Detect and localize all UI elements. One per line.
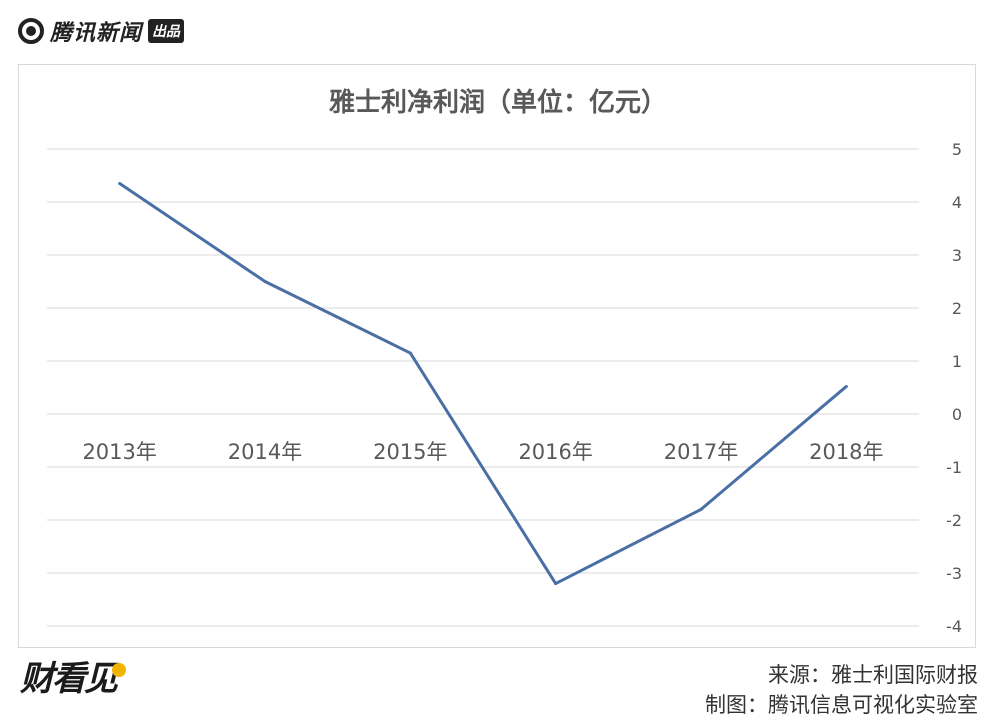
data-point (118, 181, 122, 185)
tencent-news-logo-icon (18, 18, 44, 44)
y-tick-label: -3 (946, 564, 962, 583)
footer-notes: 来源：雅士利国际财报 制图：腾讯信息可视化实验室 (705, 660, 978, 720)
logo-text: 财看见 (20, 659, 118, 699)
x-tick-label: 2014年 (228, 440, 302, 464)
x-tick-label: 2017年 (664, 440, 738, 464)
brand-tag: 出品 (148, 19, 185, 43)
y-axis-ticks: 5 4 3 2 1 0 -1 -2 -3 -4 (946, 140, 962, 636)
data-point (408, 351, 412, 355)
y-tick-label: 3 (952, 246, 962, 265)
y-tick-label: 5 (952, 140, 962, 159)
source-note: 来源：雅士利国际财报 (768, 663, 978, 687)
y-tick-label: 1 (952, 352, 962, 371)
y-tick-label: -1 (946, 458, 962, 477)
chart-frame: 雅士利净利润（单位：亿元） 5 4 3 2 1 0 -1 -2 -3 -4 2013年 2014年 2… (18, 64, 976, 648)
brand-name: 腾讯新闻 (50, 21, 143, 46)
chart-title: 雅士利净利润（单位：亿元） (329, 87, 667, 118)
y-tick-label: 2 (952, 299, 962, 318)
credit-note: 制图：腾讯信息可视化实验室 (705, 693, 978, 717)
series-layer (118, 181, 848, 586)
brand-header: 腾讯新闻 出品 (18, 14, 185, 48)
data-point (263, 280, 267, 283)
y-tick-label: -4 (946, 617, 962, 636)
x-tick-label: 2013年 (82, 440, 156, 464)
y-tick-label: -2 (946, 511, 962, 530)
y-tick-label: 4 (952, 193, 962, 212)
caikanjian-logo: 财看见 (20, 662, 126, 696)
y-tick-label: 0 (952, 405, 962, 424)
x-tick-label: 2018年 (809, 440, 883, 464)
data-point (554, 582, 558, 586)
x-axis-ticks: 2013年 2014年 2015年 2016年 2017年 2018年 (82, 440, 883, 464)
x-tick-label: 2016年 (518, 440, 592, 464)
grid-layer (47, 148, 919, 627)
logo-dot-icon (112, 663, 126, 677)
data-point (844, 384, 848, 388)
data-point (699, 507, 703, 511)
x-tick-label: 2015年 (373, 440, 447, 464)
series-line (118, 182, 848, 586)
